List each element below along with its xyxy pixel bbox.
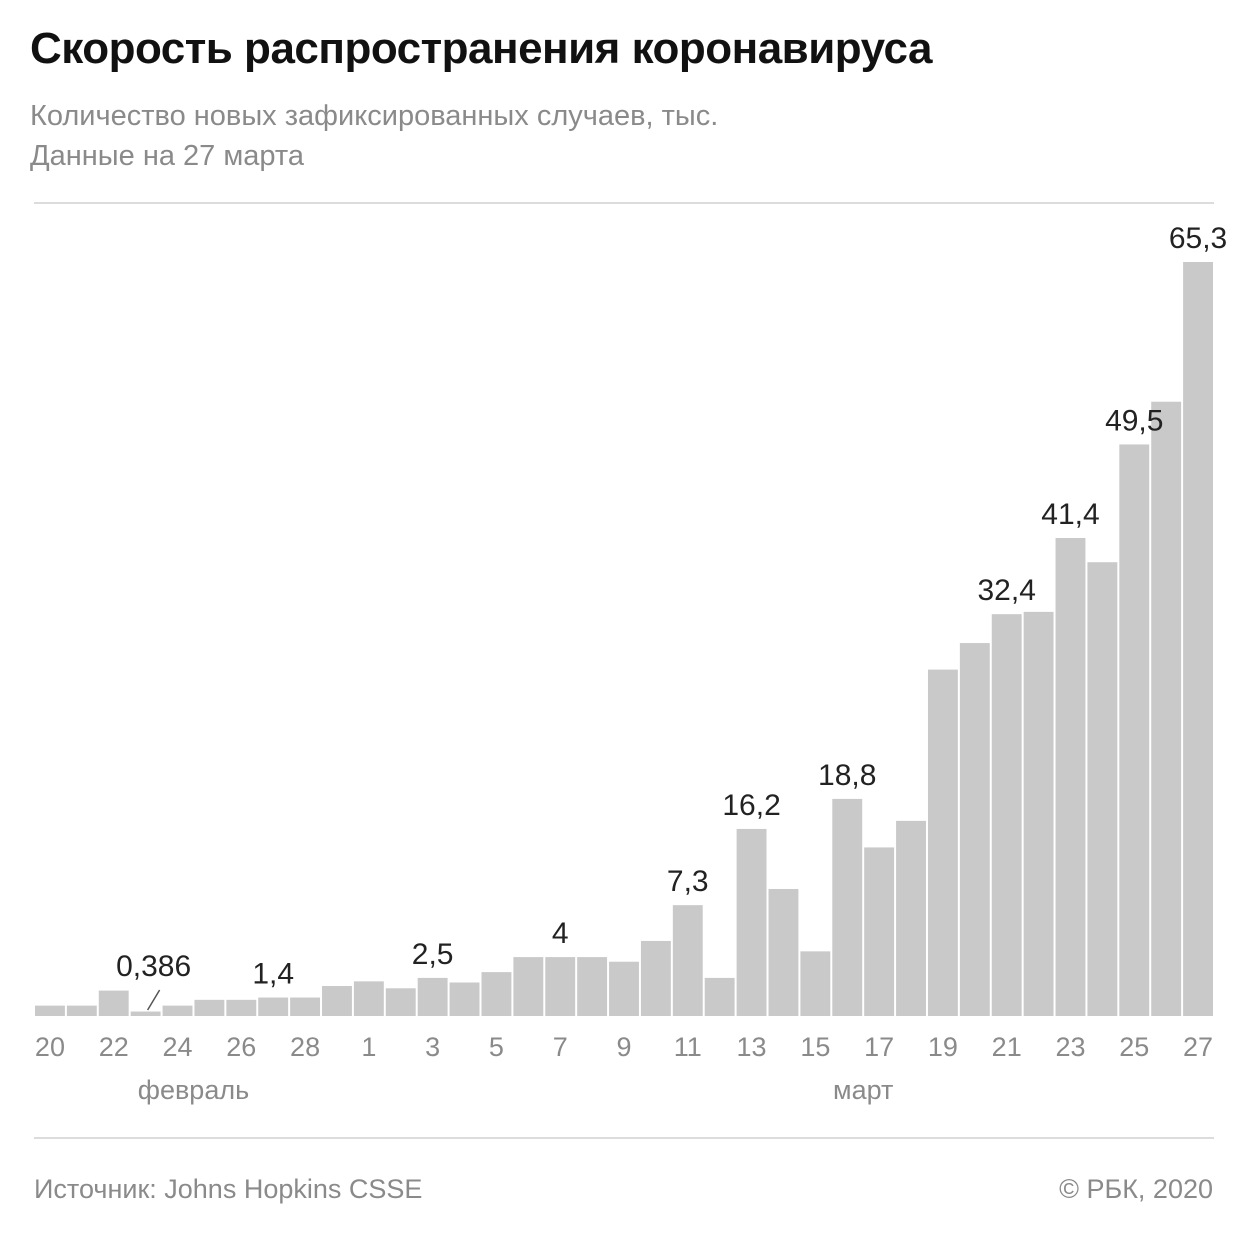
bar-0 <box>35 1005 65 1016</box>
bar-24 <box>800 951 831 1016</box>
data-label-leader <box>146 989 161 1011</box>
month-label-0: февраль <box>138 1075 249 1105</box>
bar-13 <box>449 982 480 1016</box>
bar-36 <box>1183 262 1213 1016</box>
x-tick-label-15: 21 <box>992 1032 1022 1062</box>
bottom-divider <box>34 1137 1214 1139</box>
bar-17 <box>577 957 608 1016</box>
bar-27 <box>896 820 926 1016</box>
bar-9 <box>322 985 352 1016</box>
x-tick-label-8: 7 <box>553 1032 568 1062</box>
bar-6 <box>226 999 257 1016</box>
copyright-note: © РБК, 2020 <box>1059 1174 1213 1204</box>
data-label-3: 4 <box>552 917 569 950</box>
bar-22 <box>736 828 767 1016</box>
bar-11 <box>385 988 416 1016</box>
chart-title: Скорость распространения коронавируса <box>30 24 932 73</box>
x-tick-label-0: 20 <box>35 1032 65 1062</box>
bar-20 <box>672 905 703 1016</box>
x-tick-label-7: 5 <box>489 1032 504 1062</box>
bar-29 <box>959 643 990 1016</box>
data-label-6: 18,8 <box>818 759 876 792</box>
subtitle-units: Количество новых зафиксированных случаев… <box>30 100 719 132</box>
bar-25 <box>832 798 863 1016</box>
data-label-0: 0,386 <box>116 950 191 983</box>
bar-12 <box>417 977 448 1016</box>
bar-5 <box>194 999 225 1016</box>
bar-15 <box>513 957 544 1016</box>
x-tick-label-11: 13 <box>737 1032 767 1062</box>
bar-21 <box>704 977 735 1016</box>
bar-30 <box>991 614 1022 1016</box>
source-note: Источник: Johns Hopkins CSSE <box>34 1174 423 1204</box>
bar-18 <box>609 961 639 1016</box>
bar-28 <box>927 669 958 1016</box>
data-label-8: 41,4 <box>1041 498 1099 531</box>
x-tick-label-17: 25 <box>1119 1032 1149 1062</box>
bar-31 <box>1023 611 1054 1016</box>
x-tick-label-16: 23 <box>1055 1032 1085 1062</box>
x-tick-label-6: 3 <box>425 1032 440 1062</box>
data-label-2: 2,5 <box>412 938 454 971</box>
bar-1 <box>66 1005 97 1016</box>
bar-33 <box>1087 562 1118 1016</box>
bar-19 <box>640 940 671 1016</box>
x-tick-label-12: 15 <box>800 1032 830 1062</box>
chart-subtitle: Количество новых зафиксированных случаев… <box>30 96 718 176</box>
bar-23 <box>768 888 799 1016</box>
bar-32 <box>1055 537 1086 1016</box>
data-label-4: 7,3 <box>667 865 709 898</box>
data-label-5: 16,2 <box>722 789 780 822</box>
bar-10 <box>353 981 384 1016</box>
x-tick-label-10: 11 <box>674 1032 702 1062</box>
bar-26 <box>864 847 895 1016</box>
bar-35 <box>1151 401 1182 1017</box>
top-divider <box>34 202 1214 204</box>
x-tick-label-5: 1 <box>361 1032 376 1062</box>
bar-16 <box>545 957 576 1016</box>
data-label-9: 49,5 <box>1105 404 1163 437</box>
bar-3 <box>130 1011 161 1016</box>
x-tick-label-2: 24 <box>162 1032 192 1062</box>
data-label-7: 32,4 <box>978 574 1036 607</box>
subtitle-date: Данные на 27 марта <box>30 140 304 172</box>
data-label-10: 65,3 <box>1169 222 1227 255</box>
bar-7 <box>258 997 289 1016</box>
x-tick-label-14: 19 <box>928 1032 958 1062</box>
x-tick-label-9: 9 <box>616 1032 631 1062</box>
bar-14 <box>481 972 512 1016</box>
x-tick-label-13: 17 <box>864 1032 894 1062</box>
month-label-1: март <box>833 1075 893 1105</box>
bar-34 <box>1119 444 1150 1016</box>
x-tick-label-1: 22 <box>99 1032 129 1062</box>
data-label-1: 1,4 <box>252 958 294 991</box>
bar-8 <box>290 997 321 1016</box>
x-tick-label-18: 27 <box>1183 1032 1213 1062</box>
bar-2 <box>98 990 129 1016</box>
x-tick-label-4: 28 <box>290 1032 320 1062</box>
x-tick-label-3: 26 <box>226 1032 256 1062</box>
bar-chart: 0,386 1,4 2,5 4 7,3 16,2 18,8 32,4 41,4 49,5 65,3 2… <box>35 222 1227 1105</box>
bar-4 <box>162 1005 193 1016</box>
